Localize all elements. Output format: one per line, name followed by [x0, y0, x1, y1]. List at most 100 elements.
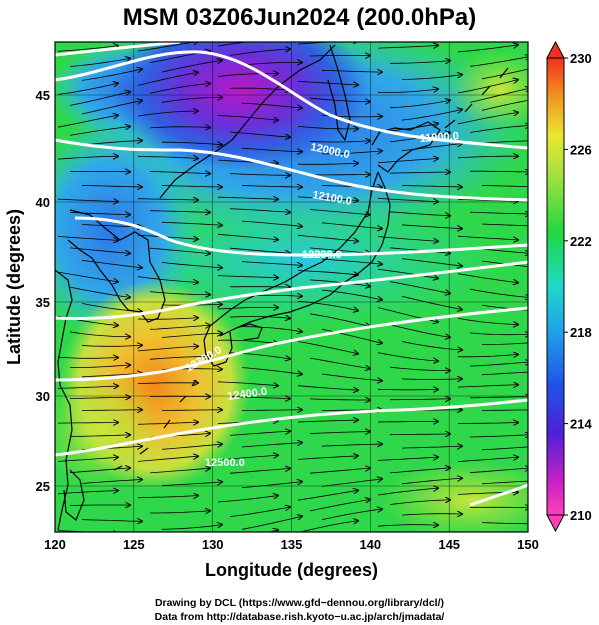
streamline — [229, 468, 290, 474]
streamline — [149, 211, 210, 213]
streamline — [389, 61, 450, 64]
streamline — [469, 468, 528, 474]
x-tick-label: 135 — [281, 537, 303, 552]
streamline — [299, 521, 358, 532]
streamline — [309, 399, 370, 400]
streamline — [378, 89, 438, 93]
streamline — [229, 317, 290, 319]
streamline — [470, 171, 528, 172]
contour-label-12200: 12200.0 — [302, 249, 342, 261]
streamline — [241, 367, 302, 375]
streamline — [389, 468, 450, 474]
wind-streamlines — [57, 42, 528, 532]
plot-frame — [54, 41, 529, 533]
streamline — [401, 341, 462, 351]
streamline — [57, 199, 118, 201]
y-tick-label: 35 — [36, 295, 50, 310]
streamline — [150, 511, 210, 513]
streamline — [321, 151, 382, 154]
streamline — [457, 235, 518, 240]
streamline — [297, 300, 358, 310]
y-axis: 25 30 35 40 45 Latitude (degrees) — [4, 88, 50, 494]
streamline — [229, 247, 290, 253]
x-tick-label: 120 — [44, 537, 66, 552]
streamline — [469, 362, 528, 367]
streamline — [137, 42, 198, 52]
streamline — [389, 172, 450, 173]
streamline — [137, 199, 198, 200]
streamline — [161, 444, 222, 450]
streamline — [481, 522, 528, 525]
streamline — [81, 185, 142, 187]
streamline — [297, 163, 358, 164]
streamline — [377, 268, 438, 278]
credit-data-source: Data from http://database.rish.kyoto−u.a… — [154, 611, 445, 623]
streamline — [217, 115, 278, 121]
streamline — [138, 157, 198, 159]
streamline — [149, 291, 210, 295]
streamline — [81, 410, 142, 411]
streamline — [469, 397, 528, 398]
streamline — [81, 69, 142, 81]
streamline — [389, 100, 450, 109]
streamline — [297, 490, 358, 501]
streamline — [321, 258, 382, 264]
streamline — [137, 318, 198, 320]
streamline — [70, 365, 130, 368]
streamline — [217, 233, 278, 239]
streamline — [457, 45, 518, 53]
x-axis-label: Longitude (degrees) — [205, 560, 378, 580]
streamline — [57, 457, 118, 462]
streamline — [69, 92, 130, 106]
colorbar-max-triangle — [546, 40, 565, 59]
streamline — [389, 366, 450, 371]
streamline — [149, 357, 210, 360]
streamline — [217, 307, 278, 309]
streamline — [401, 75, 462, 80]
streamline — [457, 156, 518, 158]
streamline — [57, 530, 118, 532]
colorbar-tick-label: 214 — [570, 417, 592, 432]
streamline — [57, 491, 118, 495]
streamline — [309, 313, 370, 327]
streamline — [481, 140, 528, 144]
colorbar-tick-label: 218 — [570, 325, 592, 340]
streamline — [217, 339, 278, 344]
streamline — [241, 482, 302, 488]
streamline — [57, 115, 118, 128]
streamline — [321, 289, 382, 300]
colorbar-tick-label: 226 — [570, 142, 592, 157]
streamline — [217, 496, 278, 503]
streamline — [309, 432, 370, 434]
streamline — [241, 516, 302, 530]
streamline — [57, 422, 118, 423]
streamline — [309, 97, 370, 102]
streamline — [321, 70, 382, 72]
streamline — [149, 325, 210, 330]
streamline — [241, 261, 302, 266]
streamline — [297, 81, 358, 85]
colorbar-min-triangle — [546, 514, 565, 533]
streamline — [137, 383, 198, 384]
streamline — [401, 110, 462, 121]
streamline — [229, 49, 290, 56]
streamline — [401, 379, 462, 380]
streamline — [457, 113, 518, 125]
streamline — [389, 434, 450, 435]
streamline — [377, 45, 438, 48]
streamline — [469, 212, 528, 214]
streamline — [229, 174, 290, 176]
streamline — [229, 208, 290, 213]
colorbar-tick-label: 210 — [570, 508, 592, 523]
streamline — [481, 446, 528, 451]
streamline — [469, 333, 528, 335]
streamline — [57, 386, 118, 388]
streamline — [217, 455, 278, 461]
streamline — [162, 142, 222, 145]
streamline — [297, 385, 358, 390]
streamline — [401, 186, 462, 188]
streamline — [321, 479, 382, 487]
streamline — [297, 341, 358, 354]
streamline — [241, 326, 302, 332]
streamline — [401, 224, 462, 229]
